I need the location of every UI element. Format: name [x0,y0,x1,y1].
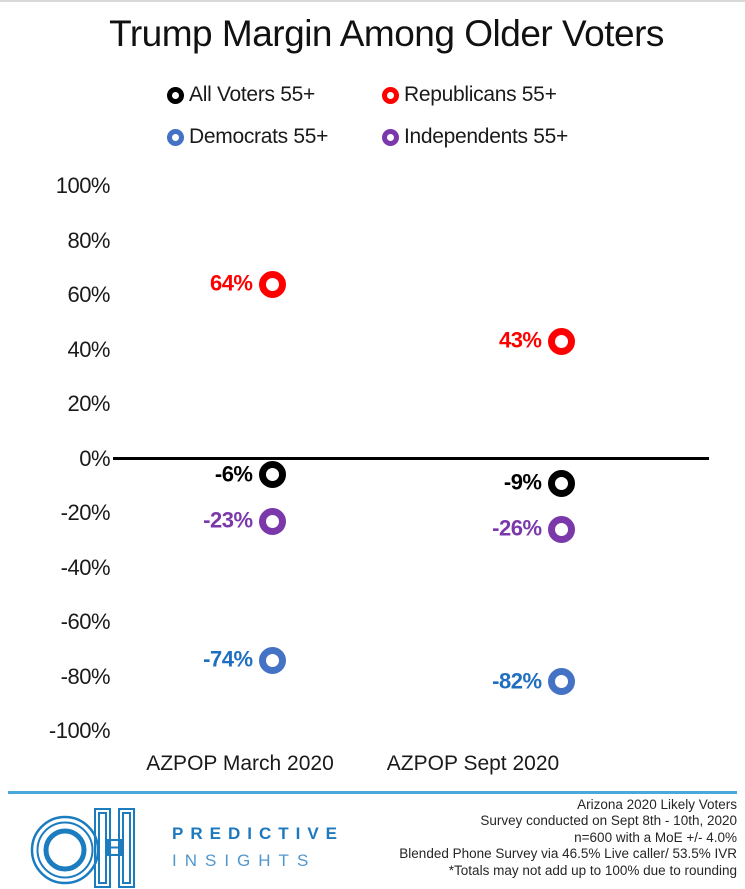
y-axis-tick-label: 60% [67,282,110,307]
legend-item: Independents 55+ [382,125,568,149]
brand-wordmark: PREDICTIVE INSIGHTS [172,824,344,871]
footer-note: *Totals may not add up to 100% due to ro… [448,862,737,878]
data-point-label: -74% [203,646,253,672]
data-point-marker: -82% [492,668,575,696]
footer-note: Survey conducted on Sept 8th - 10th, 202… [480,813,737,829]
legend-marker-icon [382,86,399,104]
x-axis-category-label: AZPOP Sept 2020 [386,752,560,775]
y-axis-tick-label: 20% [67,391,110,416]
footer-note: n=600 with a MoE +/- 4.0% [574,829,737,845]
data-point-label: -9% [503,469,542,495]
data-point-label: 43% [498,327,542,353]
legend-item-label: All Voters 55+ [189,83,315,106]
y-axis-tick-label: -60% [60,609,111,634]
data-point-marker: 43% [499,328,575,355]
y-axis-tick-label: 40% [67,336,110,362]
data-point-marker: -26% [492,516,575,543]
brand-name-predictive: PREDICTIVE [172,824,345,843]
y-axis-tick-label: -80% [60,663,111,689]
x-axis-category-label: AZPOP March 2020 [146,752,334,775]
footer-note: Arizona 2020 Likely Voters [577,797,737,812]
legend-marker-icon [167,86,184,104]
data-point-marker: 64% [210,271,286,298]
legend-item: All Voters 55+ [167,83,315,107]
data-point-label: -82% [492,668,542,694]
data-point-marker: -6% [215,461,286,489]
y-axis-tick-label: -20% [60,500,111,525]
footer-separator-line [8,791,737,794]
survey-notes: Arizona 2020 Likely Voters Survey conduc… [237,797,737,879]
y-axis-tick-label: 80% [67,227,110,253]
chart-title: Trump Margin Among Older Voters [109,13,664,54]
data-point-label: -23% [203,507,253,533]
data-point-label: -26% [492,515,542,541]
y-axis-tick-label: -100% [48,718,111,743]
y-axis-tick-label: 0% [79,445,110,471]
data-point-marker: -74% [203,647,286,674]
legend-item-label: Republicans 55+ [404,83,557,106]
zero-axis-line [113,457,709,460]
legend-marker-icon [382,128,399,146]
legend-item: Republicans 55+ [382,83,557,107]
brand-name-insights: INSIGHTS [172,851,317,870]
legend-item-label: Independents 55+ [404,125,568,148]
y-axis-tick-label: 100% [55,173,111,198]
data-point-label: -6% [214,461,253,487]
oh-predictive-insights-logo-icon [30,808,135,888]
legend-item-label: Democrats 55+ [189,125,329,148]
data-point-label: 64% [209,270,253,296]
data-point-marker: -9% [504,469,575,497]
legend-item: Democrats 55+ [167,125,328,149]
y-axis-tick-label: -40% [60,554,111,580]
data-point-marker: -23% [203,508,286,535]
legend-marker-icon [167,128,184,146]
footer-note: Blended Phone Survey via 46.5% Live call… [399,846,737,862]
